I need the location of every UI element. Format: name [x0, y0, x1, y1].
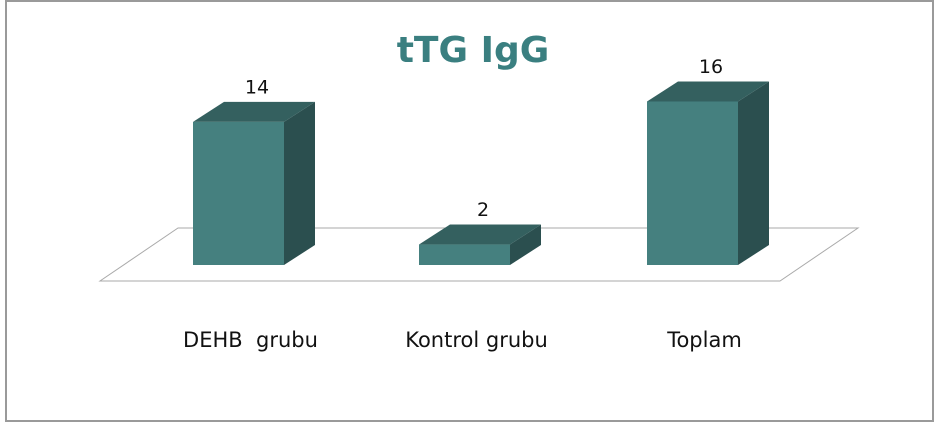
- bar-front: [647, 101, 738, 265]
- x-tick-label: Toplam: [666, 328, 742, 352]
- bar-side: [284, 101, 315, 265]
- chart-frame: [5, 0, 934, 422]
- bar-side: [738, 81, 769, 265]
- bar-top: [647, 81, 769, 102]
- x-tick-label: Kontrol grubu: [405, 328, 548, 352]
- bar-top: [419, 224, 541, 245]
- bar-front: [419, 244, 510, 265]
- chart-title: tTG IgG: [397, 30, 550, 71]
- bar-front: [193, 121, 284, 265]
- bar: [193, 101, 315, 265]
- bar: [419, 224, 541, 265]
- data-label: 2: [477, 199, 489, 221]
- bar: [647, 81, 769, 265]
- bar-side: [510, 224, 541, 265]
- x-tick-label: DEHB grubu: [183, 328, 318, 352]
- bar-top: [193, 101, 315, 122]
- data-label: 16: [699, 56, 723, 78]
- data-label: 14: [245, 76, 269, 98]
